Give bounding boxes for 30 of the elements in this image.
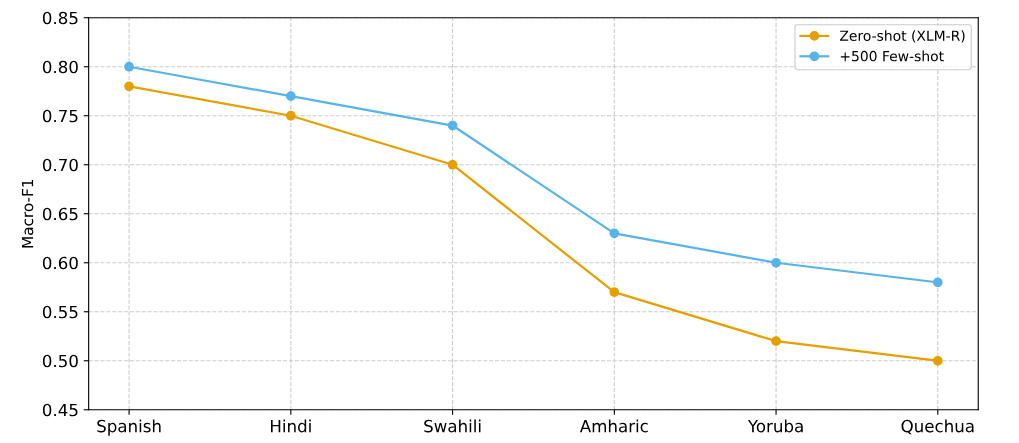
x-tick-label: Hindi xyxy=(271,419,311,433)
point xyxy=(124,61,134,72)
y-tick-label: 0.85 xyxy=(42,11,78,25)
y-tick-label: 0.75 xyxy=(42,109,78,123)
point xyxy=(124,81,134,92)
point xyxy=(932,277,943,288)
legend-label: Zero-shot (XLM-R) xyxy=(840,30,965,43)
y-tick-label: 0.65 xyxy=(42,207,78,221)
point xyxy=(285,110,296,121)
legend-label: +500 Few-shot xyxy=(840,50,944,62)
point xyxy=(609,287,620,298)
y-tick-label: 0.60 xyxy=(42,256,78,270)
x-tick-label: Swahili xyxy=(424,419,481,433)
point xyxy=(285,91,296,101)
y-tick-label: 0.50 xyxy=(42,354,78,368)
y-axis-title: Macro-F1 xyxy=(21,179,34,248)
point xyxy=(932,355,943,366)
x-tick-label: Amharic xyxy=(579,419,648,433)
point xyxy=(771,336,781,347)
point xyxy=(771,257,781,268)
x-tick-label: Spanish xyxy=(97,419,161,436)
x-tick-label: Quechua xyxy=(901,419,974,435)
x-tick-label: Yoruba xyxy=(747,419,803,433)
point xyxy=(609,228,620,239)
point xyxy=(447,120,458,131)
y-tick-label: 0.70 xyxy=(42,158,78,172)
y-tick-label: 0.80 xyxy=(42,60,78,74)
y-tick-label: 0.55 xyxy=(42,305,78,319)
point xyxy=(447,159,458,170)
y-tick-label: 0.45 xyxy=(42,403,78,417)
